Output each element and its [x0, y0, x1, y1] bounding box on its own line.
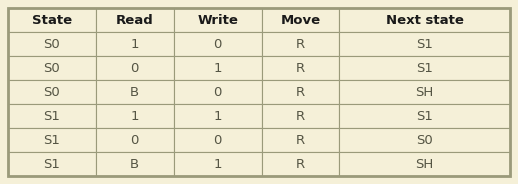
Text: Read: Read — [116, 13, 154, 26]
Bar — [339, 32, 510, 56]
Bar — [8, 152, 96, 176]
Bar — [262, 80, 339, 104]
Text: B: B — [130, 158, 139, 171]
Text: R: R — [296, 86, 305, 98]
Text: Move: Move — [280, 13, 321, 26]
Text: R: R — [296, 61, 305, 75]
Bar — [174, 152, 262, 176]
Bar — [8, 32, 96, 56]
Text: B: B — [130, 86, 139, 98]
Text: 1: 1 — [131, 109, 139, 123]
Bar — [262, 152, 339, 176]
Bar — [339, 8, 510, 32]
Bar — [174, 32, 262, 56]
Bar — [262, 32, 339, 56]
Bar — [8, 8, 96, 32]
Bar — [96, 152, 174, 176]
Bar — [174, 8, 262, 32]
Bar — [96, 80, 174, 104]
Bar — [8, 80, 96, 104]
Bar — [174, 80, 262, 104]
Text: 0: 0 — [213, 134, 222, 146]
Text: S0: S0 — [416, 134, 433, 146]
Bar — [339, 56, 510, 80]
Text: S1: S1 — [44, 134, 61, 146]
Text: S1: S1 — [416, 38, 433, 50]
Text: 0: 0 — [131, 61, 139, 75]
Bar — [262, 104, 339, 128]
Text: R: R — [296, 38, 305, 50]
Bar — [96, 128, 174, 152]
Bar — [262, 56, 339, 80]
Bar — [174, 104, 262, 128]
Bar — [339, 80, 510, 104]
Bar — [96, 56, 174, 80]
Text: S0: S0 — [44, 38, 60, 50]
Bar — [96, 8, 174, 32]
Text: R: R — [296, 134, 305, 146]
Bar — [174, 128, 262, 152]
Text: State: State — [32, 13, 72, 26]
Text: R: R — [296, 109, 305, 123]
Bar — [8, 128, 96, 152]
Text: 1: 1 — [213, 61, 222, 75]
Bar — [262, 8, 339, 32]
Bar — [174, 56, 262, 80]
Bar — [96, 32, 174, 56]
Text: R: R — [296, 158, 305, 171]
Text: Next state: Next state — [386, 13, 464, 26]
Bar — [96, 104, 174, 128]
Text: 1: 1 — [213, 109, 222, 123]
Text: 1: 1 — [213, 158, 222, 171]
Text: Write: Write — [197, 13, 238, 26]
Bar — [339, 152, 510, 176]
Text: 0: 0 — [213, 38, 222, 50]
Text: SH: SH — [415, 158, 434, 171]
Bar — [339, 128, 510, 152]
Bar — [8, 104, 96, 128]
Text: S0: S0 — [44, 61, 60, 75]
Text: 1: 1 — [131, 38, 139, 50]
Text: S1: S1 — [416, 109, 433, 123]
Bar — [262, 128, 339, 152]
Text: S1: S1 — [44, 158, 61, 171]
Text: SH: SH — [415, 86, 434, 98]
Text: 0: 0 — [131, 134, 139, 146]
Text: 0: 0 — [213, 86, 222, 98]
Text: S1: S1 — [416, 61, 433, 75]
Text: S1: S1 — [44, 109, 61, 123]
Bar — [8, 56, 96, 80]
Bar — [339, 104, 510, 128]
Text: S0: S0 — [44, 86, 60, 98]
